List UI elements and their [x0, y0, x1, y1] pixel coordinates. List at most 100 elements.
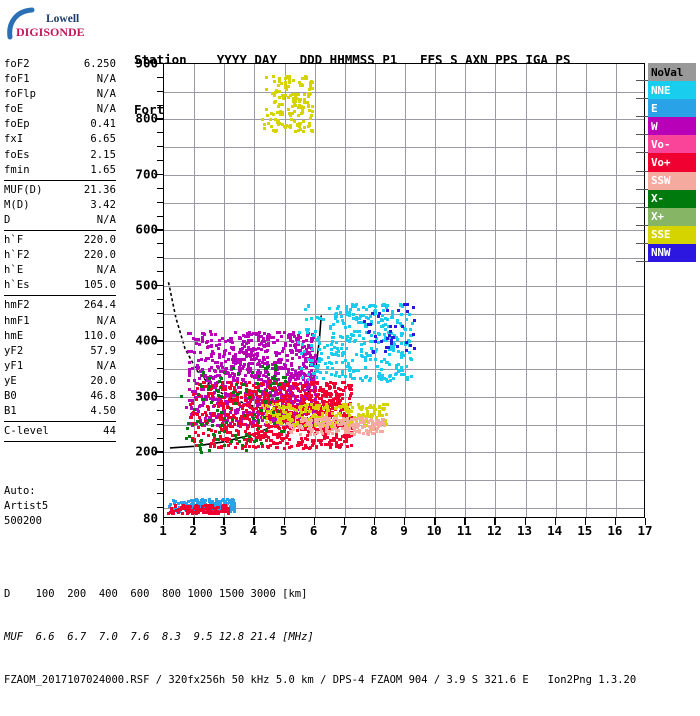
echo-point: [301, 416, 304, 419]
echo-point: [288, 81, 291, 84]
echo-point: [217, 506, 220, 509]
x-axis-tick: [283, 518, 285, 525]
param-key: hmE: [4, 329, 24, 342]
echo-point: [316, 401, 319, 404]
echo-point: [301, 77, 304, 80]
echo-point: [248, 381, 251, 384]
echo-point: [276, 331, 279, 334]
echo-point: [232, 499, 235, 502]
echo-point: [291, 424, 294, 427]
echo-point: [396, 321, 399, 324]
echo-point: [301, 427, 304, 430]
echo-point: [335, 421, 338, 424]
echo-point: [201, 374, 204, 377]
x-axis-label: 5: [279, 523, 288, 538]
echo-point: [284, 397, 287, 400]
echo-point: [316, 422, 319, 425]
legend-item-x-[interactable]: X-: [648, 189, 696, 208]
echo-point: [319, 411, 322, 414]
echo-point: [189, 332, 192, 335]
echo-point: [349, 403, 352, 406]
echo-point: [354, 305, 357, 308]
legend-item-noval[interactable]: NoVal: [648, 63, 696, 82]
echo-point: [369, 323, 372, 326]
echo-point: [257, 339, 260, 342]
echo-point: [311, 389, 314, 392]
echo-point: [217, 405, 220, 408]
echo-point: [251, 390, 254, 393]
echo-point: [328, 430, 331, 433]
legend-item-vo-[interactable]: Vo+: [648, 153, 696, 172]
echo-point: [255, 357, 258, 360]
echo-point: [264, 371, 267, 374]
y-axis-minor-tick: [157, 437, 163, 439]
echo-point: [224, 500, 227, 503]
echo-point: [225, 367, 228, 370]
echo-point: [308, 109, 311, 112]
echo-point: [206, 505, 209, 508]
echo-point: [303, 373, 306, 376]
echo-point: [373, 412, 376, 415]
echo-point: [291, 394, 294, 397]
param-key: D: [4, 213, 11, 226]
echo-point: [274, 442, 277, 445]
echo-point: [310, 80, 313, 83]
echo-point: [331, 412, 334, 415]
echo-point: [198, 501, 201, 504]
legend-item-nnw[interactable]: NNW: [648, 243, 696, 263]
echo-point: [267, 436, 270, 439]
ionogram-plot[interactable]: [163, 63, 645, 518]
echo-point: [186, 427, 189, 430]
echo-point: [197, 507, 200, 510]
echo-point: [294, 130, 297, 133]
legend-item-nne[interactable]: NNE: [648, 81, 696, 100]
echo-point: [360, 343, 363, 346]
param-row: h`E N/A: [4, 263, 116, 278]
echo-point: [272, 341, 275, 344]
echo-point: [359, 421, 362, 424]
echo-point: [233, 423, 236, 426]
echo-point: [279, 110, 282, 113]
echo-point: [250, 397, 253, 400]
param-row: yF2 57.9: [4, 344, 116, 359]
echo-point: [246, 427, 249, 430]
legend-item-vo-[interactable]: Vo-: [648, 135, 696, 154]
echo-point: [363, 421, 366, 424]
echo-point: [345, 338, 348, 341]
echo-point: [226, 381, 229, 384]
echo-point: [257, 427, 260, 430]
echo-point: [344, 431, 347, 434]
echo-point: [259, 436, 262, 439]
echo-point: [350, 444, 353, 447]
echo-point: [281, 407, 284, 410]
echo-point: [275, 354, 278, 357]
echo-point: [292, 376, 295, 379]
y-axis-minor-tick: [157, 409, 163, 411]
echo-point: [344, 386, 347, 389]
echo-point: [307, 125, 310, 128]
legend-item-e[interactable]: E: [648, 99, 696, 118]
echo-point: [292, 387, 295, 390]
echo-point: [217, 502, 220, 505]
echo-point: [293, 416, 296, 419]
echo-point: [409, 328, 412, 331]
param-value: 1.65: [90, 163, 116, 176]
echo-point: [372, 428, 375, 431]
echo-point: [328, 361, 331, 364]
echo-point: [265, 362, 268, 365]
echo-point: [367, 331, 370, 334]
echo-point: [290, 362, 293, 365]
legend-item-sse[interactable]: SSE: [648, 225, 696, 244]
echo-point: [358, 334, 361, 337]
y-axis-labels: 200 300 400 500 600 700 800 900 80: [118, 56, 158, 526]
direction-legend[interactable]: NoVal NNE E W Vo- Vo+ SSW X- X+ SSE NNW: [648, 63, 696, 263]
echo-point: [275, 378, 278, 381]
echo-point: [320, 418, 323, 421]
echo-point: [199, 351, 202, 354]
legend-item-x-[interactable]: X+: [648, 207, 696, 226]
echo-point: [248, 331, 251, 334]
legend-item-w[interactable]: W: [648, 117, 696, 136]
echo-point: [254, 390, 257, 393]
echo-point: [335, 430, 338, 433]
legend-item-ssw[interactable]: SSW: [648, 171, 696, 190]
